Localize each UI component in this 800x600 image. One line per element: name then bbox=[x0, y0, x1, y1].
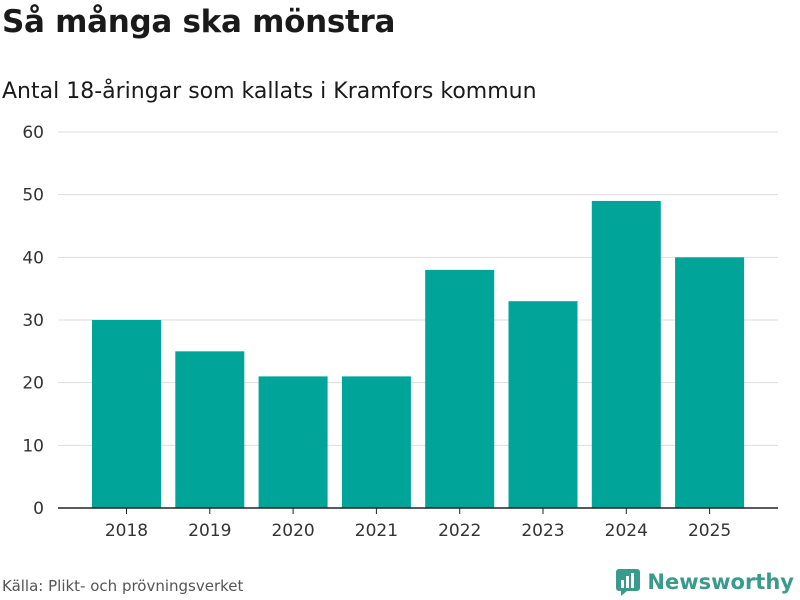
bar-2021 bbox=[341, 376, 411, 508]
y-tick-label: 50 bbox=[22, 186, 44, 206]
axes: 0 10 20 30 40 50 60 2018 2019 2020 2021 2022 2023 202… bbox=[22, 123, 778, 541]
chart-subtitle: Antal 18-åringar som kallats i Kramfors … bbox=[2, 79, 537, 104]
y-tick-label: 10 bbox=[22, 436, 44, 456]
x-tick-label: 2024 bbox=[605, 521, 648, 541]
x-tick-label: 2023 bbox=[521, 521, 564, 541]
brand-logo: Newsworthy bbox=[615, 568, 794, 596]
bars bbox=[92, 200, 745, 508]
bar-2020 bbox=[258, 376, 328, 508]
bar-2025 bbox=[675, 257, 745, 508]
y-tick-label: 60 bbox=[22, 123, 44, 143]
x-tick-label: 2025 bbox=[688, 521, 731, 541]
x-tick-label: 2019 bbox=[188, 521, 231, 541]
bar-2018 bbox=[92, 320, 161, 508]
y-tick-label: 40 bbox=[22, 248, 44, 268]
y-tick-label: 20 bbox=[22, 374, 44, 394]
bar-2022 bbox=[425, 269, 495, 508]
x-tick-label: 2021 bbox=[355, 521, 398, 541]
bar-2023 bbox=[508, 301, 578, 508]
bar-2019 bbox=[175, 351, 245, 508]
bar-2024 bbox=[591, 200, 661, 508]
grid-lines bbox=[58, 131, 778, 446]
brand-name: Newsworthy bbox=[647, 570, 794, 594]
x-tick-label: 2018 bbox=[105, 521, 148, 541]
source-note: Källa: Plikt- och prövningsverket bbox=[2, 577, 244, 595]
y-tick-label: 0 bbox=[33, 499, 44, 519]
chart-title: Så många ska mönstra bbox=[2, 4, 396, 40]
newsworthy-logo-icon bbox=[616, 569, 641, 596]
x-tick-label: 2022 bbox=[438, 521, 481, 541]
x-tick-label: 2020 bbox=[271, 521, 314, 541]
y-tick-label: 30 bbox=[22, 311, 44, 331]
